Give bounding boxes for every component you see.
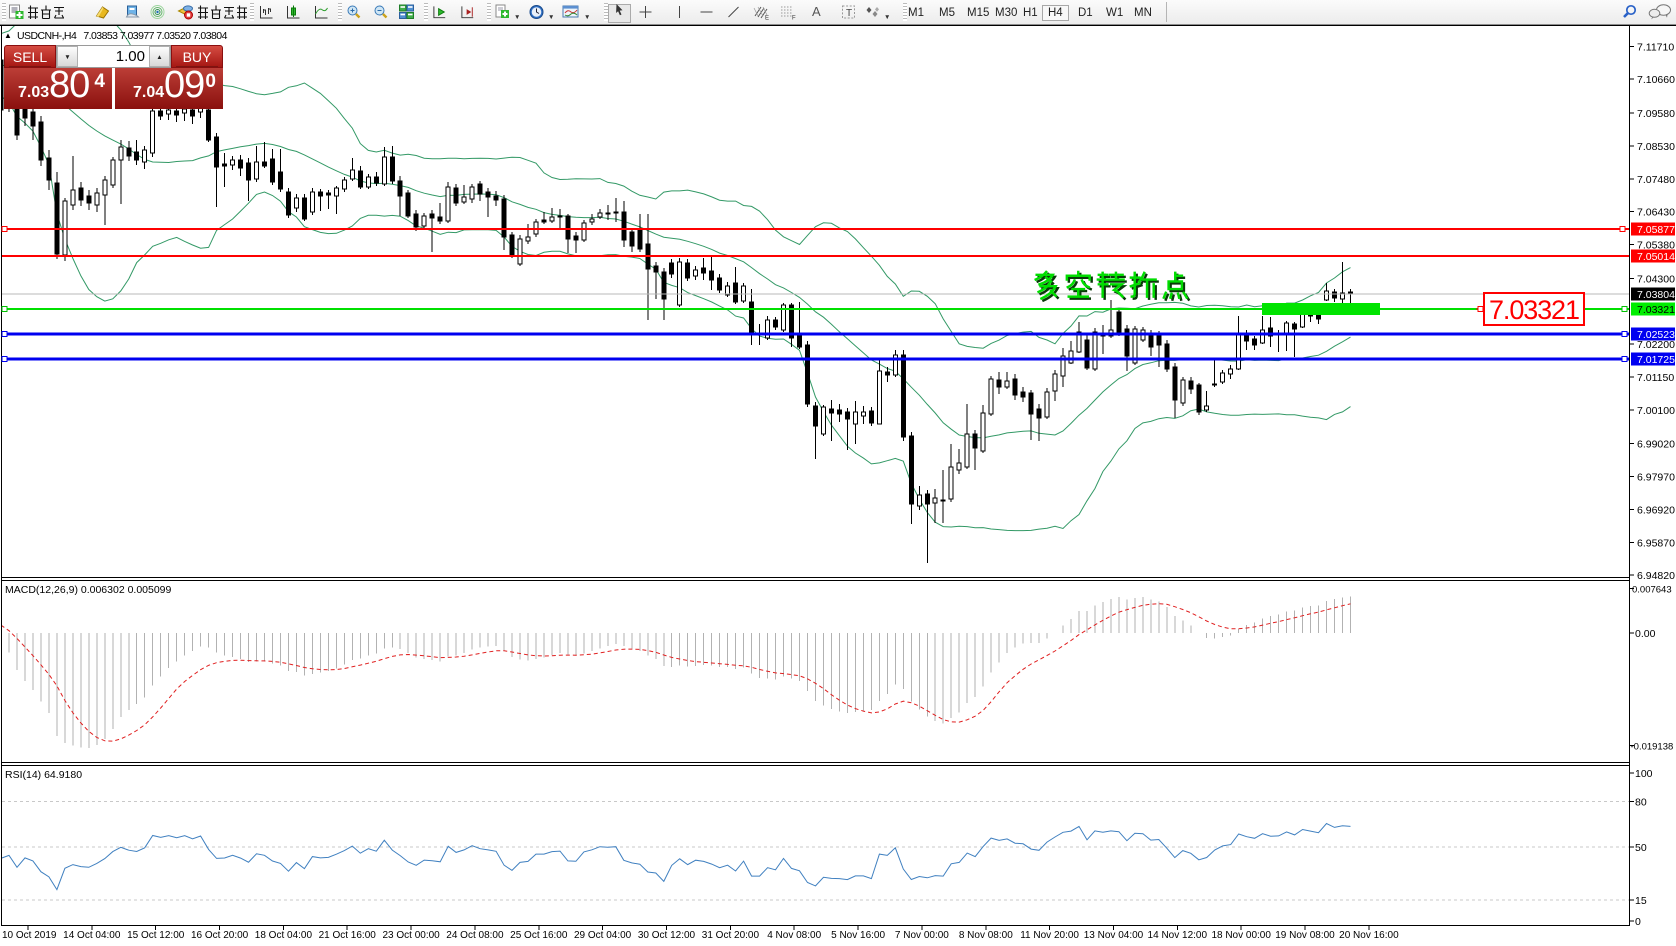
svg-text:21 Oct 16:00: 21 Oct 16:00 bbox=[319, 930, 377, 941]
svg-text:MACD(12,26,9) 0.006302 0.00509: MACD(12,26,9) 0.006302 0.005099 bbox=[5, 584, 172, 596]
svg-text:19 Nov 08:00: 19 Nov 08:00 bbox=[1275, 930, 1335, 941]
svg-text:7.10660: 7.10660 bbox=[1637, 74, 1675, 86]
svg-text:T: T bbox=[846, 8, 852, 19]
svg-text:7.06430: 7.06430 bbox=[1637, 207, 1675, 219]
svg-text:7.07480: 7.07480 bbox=[1637, 174, 1675, 186]
svg-text:7.02200: 7.02200 bbox=[1637, 339, 1675, 351]
svg-text:7.01150: 7.01150 bbox=[1637, 372, 1674, 384]
svg-text:6.94820: 6.94820 bbox=[1637, 570, 1675, 582]
svg-text:7.02523: 7.02523 bbox=[1637, 329, 1675, 341]
svg-text:6.95870: 6.95870 bbox=[1637, 537, 1675, 549]
svg-text:0.007643: 0.007643 bbox=[1632, 585, 1672, 596]
svg-text:7.08530: 7.08530 bbox=[1637, 141, 1675, 153]
svg-text:6.97970: 6.97970 bbox=[1637, 472, 1675, 484]
svg-text:18 Nov 00:00: 18 Nov 00:00 bbox=[1211, 930, 1271, 941]
svg-text:7.03321: 7.03321 bbox=[1489, 295, 1580, 325]
svg-text:100: 100 bbox=[1635, 768, 1653, 780]
svg-text:0: 0 bbox=[1635, 916, 1641, 928]
svg-text:7.05380: 7.05380 bbox=[1637, 240, 1675, 252]
svg-text:4 Nov 08:00: 4 Nov 08:00 bbox=[767, 930, 821, 941]
svg-text:15 Oct 12:00: 15 Oct 12:00 bbox=[127, 930, 185, 941]
svg-text:20 Nov 16:00: 20 Nov 16:00 bbox=[1339, 930, 1399, 941]
svg-text:80: 80 bbox=[1635, 796, 1647, 808]
svg-text:7.05877: 7.05877 bbox=[1637, 224, 1675, 236]
svg-text:7.11710: 7.11710 bbox=[1637, 41, 1674, 53]
svg-text:29 Oct 04:00: 29 Oct 04:00 bbox=[574, 930, 632, 941]
svg-text:0.00: 0.00 bbox=[1635, 628, 1656, 640]
svg-text:-0.019138: -0.019138 bbox=[1631, 742, 1674, 753]
svg-text:15: 15 bbox=[1635, 895, 1647, 907]
svg-text:11 Nov 20:00: 11 Nov 20:00 bbox=[1020, 930, 1079, 941]
svg-text:7.00100: 7.00100 bbox=[1637, 405, 1675, 417]
svg-text:13 Nov 04:00: 13 Nov 04:00 bbox=[1084, 930, 1144, 941]
svg-text:23 Oct 00:00: 23 Oct 00:00 bbox=[382, 930, 440, 941]
svg-text:30 Oct 12:00: 30 Oct 12:00 bbox=[638, 930, 696, 941]
svg-text:14 Oct 04:00: 14 Oct 04:00 bbox=[63, 930, 121, 941]
svg-text:F: F bbox=[792, 16, 796, 21]
svg-text:50: 50 bbox=[1635, 842, 1647, 854]
svg-text:E: E bbox=[765, 16, 769, 21]
svg-text:10 Oct 2019: 10 Oct 2019 bbox=[2, 930, 57, 941]
svg-text:24 Oct 08:00: 24 Oct 08:00 bbox=[446, 930, 504, 941]
svg-text:7.03804: 7.03804 bbox=[1637, 289, 1675, 301]
svg-text:18 Oct 04:00: 18 Oct 04:00 bbox=[255, 930, 313, 941]
svg-text:31 Oct 20:00: 31 Oct 20:00 bbox=[702, 930, 760, 941]
svg-text:RSI(14) 64.9180: RSI(14) 64.9180 bbox=[5, 769, 82, 781]
svg-text:5 Nov 16:00: 5 Nov 16:00 bbox=[831, 930, 885, 941]
svg-text:14 Nov 12:00: 14 Nov 12:00 bbox=[1148, 930, 1208, 941]
svg-text:25 Oct 16:00: 25 Oct 16:00 bbox=[510, 930, 568, 941]
svg-text:7.04300: 7.04300 bbox=[1637, 273, 1675, 285]
svg-text:6.96920: 6.96920 bbox=[1637, 504, 1675, 516]
svg-text:7.03321: 7.03321 bbox=[1637, 304, 1675, 316]
svg-text:7.01725: 7.01725 bbox=[1637, 354, 1675, 366]
svg-text:16 Oct 20:00: 16 Oct 20:00 bbox=[191, 930, 249, 941]
svg-text:8 Nov 08:00: 8 Nov 08:00 bbox=[959, 930, 1013, 941]
svg-text:7.05014: 7.05014 bbox=[1637, 251, 1675, 263]
svg-text:6.99020: 6.99020 bbox=[1637, 439, 1675, 451]
svg-text:7.09580: 7.09580 bbox=[1637, 108, 1675, 120]
svg-text:7 Nov 00:00: 7 Nov 00:00 bbox=[895, 930, 949, 941]
